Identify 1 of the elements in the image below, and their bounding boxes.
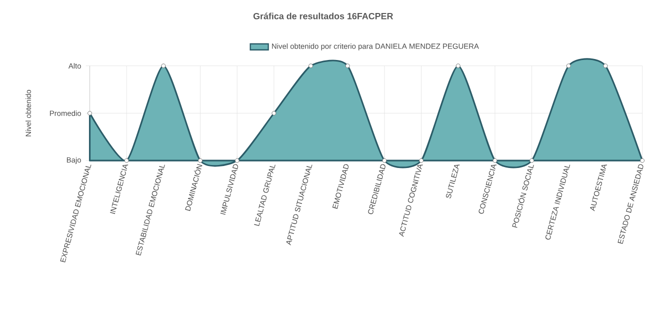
chart-title: Gráfica de resultados 16FACPER [253, 12, 394, 20]
